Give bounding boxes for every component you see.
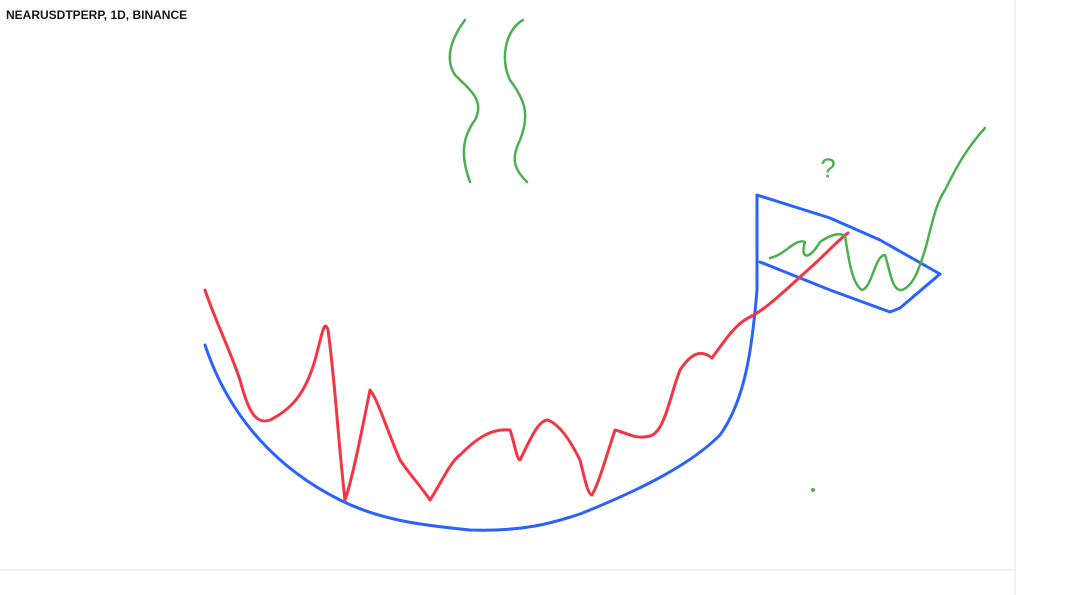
blue-drawing <box>203 193 942 532</box>
annotation: ? <box>820 152 836 183</box>
green-drawing <box>768 126 987 292</box>
drawings <box>203 18 987 532</box>
dot <box>811 488 815 492</box>
green-drawing <box>448 18 480 184</box>
chart-title: NEARUSDTPERP, 1D, BINANCE <box>6 8 187 22</box>
green-drawing <box>503 18 529 184</box>
red-drawing <box>203 231 850 502</box>
